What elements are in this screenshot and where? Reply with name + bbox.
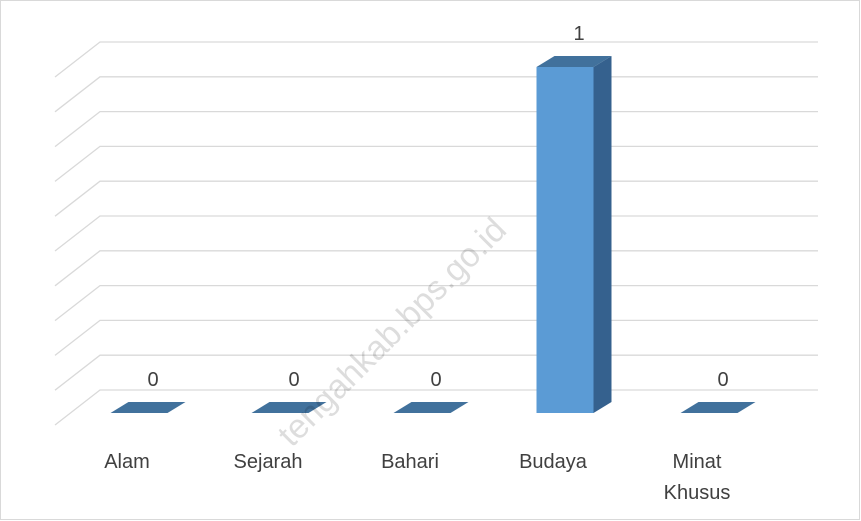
x-tick-line: Minat xyxy=(673,451,722,473)
value-label: 0 xyxy=(288,369,299,391)
bar xyxy=(251,402,327,413)
x-tick-label: Bahari xyxy=(381,451,439,473)
bar xyxy=(110,402,186,413)
bar-top xyxy=(393,402,469,413)
bar-front xyxy=(536,67,594,413)
x-tick-label: Budaya xyxy=(519,451,588,473)
bar xyxy=(393,402,469,413)
x-tick-label: Minat Khusus xyxy=(664,451,731,504)
value-label: 0 xyxy=(147,369,158,391)
bar-top xyxy=(110,402,186,413)
x-tick-label: Alam xyxy=(104,451,150,473)
bar-top xyxy=(251,402,327,413)
bar-top xyxy=(680,402,756,413)
value-label: 0 xyxy=(717,369,728,391)
bar xyxy=(680,402,756,413)
x-tick-line: Khusus xyxy=(664,482,731,504)
bar xyxy=(536,56,612,413)
value-label: 1 xyxy=(573,23,584,45)
x-tick-label: Sejarah xyxy=(234,451,303,473)
value-label: 0 xyxy=(430,369,441,391)
grid-line xyxy=(54,41,818,78)
bar-side xyxy=(593,56,612,413)
bar-top xyxy=(536,56,612,67)
